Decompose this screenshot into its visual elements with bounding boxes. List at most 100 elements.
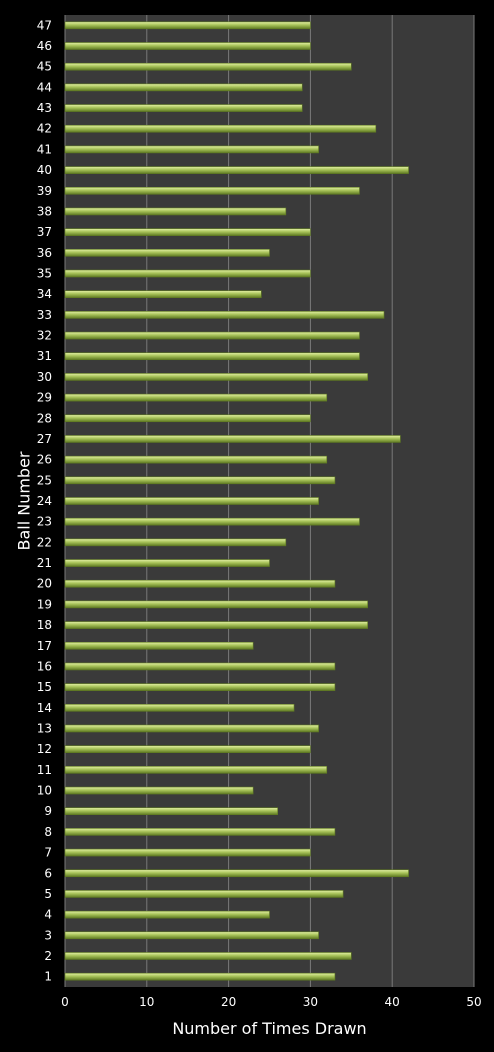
x-axis-title: Number of Times Drawn — [172, 1019, 366, 1038]
y-tick-label: 44 — [37, 80, 52, 94]
bar-ball-33 — [64, 311, 385, 319]
y-tick-label: 12 — [37, 742, 52, 756]
bar-ball-23 — [64, 517, 360, 526]
y-tick-label: 38 — [37, 204, 52, 218]
bar-ball-39 — [64, 186, 360, 195]
bar-ball-7 — [64, 848, 311, 857]
y-tick-label: 37 — [37, 225, 52, 239]
bar-ball-10 — [64, 786, 254, 795]
bar-ball-3 — [64, 931, 319, 940]
bar-ball-28 — [64, 414, 311, 423]
bar-ball-41 — [64, 145, 319, 154]
bar-ball-27 — [64, 435, 401, 443]
bar-ball-38 — [64, 207, 287, 216]
y-tick-label: 35 — [37, 267, 52, 281]
bar-ball-22 — [64, 538, 287, 547]
y-tick-label: 45 — [37, 60, 52, 74]
bar-ball-20 — [64, 579, 336, 588]
y-tick-label: 14 — [37, 701, 52, 715]
y-tick-label: 2 — [44, 949, 52, 963]
y-tick-label: 6 — [44, 866, 52, 880]
bar-ball-40 — [64, 166, 409, 174]
bar-ball-16 — [64, 662, 336, 671]
y-tick-label: 17 — [37, 639, 52, 653]
y-tick-label: 39 — [37, 184, 52, 198]
x-tick-label: 20 — [221, 995, 236, 1009]
bar-ball-45 — [64, 62, 352, 71]
y-tick-label: 27 — [37, 432, 52, 446]
bar-ball-8 — [64, 828, 336, 836]
bar-ball-44 — [64, 83, 303, 92]
bar-ball-26 — [64, 455, 328, 464]
y-tick-label: 22 — [37, 535, 52, 549]
y-tick-label: 34 — [37, 287, 52, 301]
x-tick-label: 10 — [139, 995, 154, 1009]
y-tick-label: 16 — [37, 659, 52, 673]
y-tick-label: 40 — [37, 163, 52, 177]
y-tick-label: 15 — [37, 680, 52, 694]
bar-ball-30 — [64, 373, 368, 381]
y-tick-label: 31 — [37, 349, 52, 363]
y-tick-label: 30 — [37, 370, 52, 384]
y-tick-label: 36 — [37, 246, 52, 260]
y-tick-label: 25 — [37, 473, 52, 487]
bar-ball-6 — [64, 869, 409, 878]
bar-ball-34 — [64, 290, 262, 298]
bar-ball-11 — [64, 766, 328, 774]
x-tick-label: 0 — [61, 995, 69, 1009]
y-tick-label: 41 — [37, 142, 52, 156]
y-tick-label: 28 — [37, 411, 52, 425]
bar-ball-29 — [64, 393, 328, 402]
y-tick-label: 29 — [37, 391, 52, 405]
x-tick-label: 40 — [385, 995, 400, 1009]
y-tick-label: 42 — [37, 122, 52, 136]
y-tick-label: 20 — [37, 577, 52, 591]
bar-ball-14 — [64, 704, 295, 712]
bar-ball-32 — [64, 331, 360, 340]
y-tick-label: 47 — [37, 18, 52, 32]
y-tick-label: 8 — [44, 825, 52, 839]
bars — [64, 21, 409, 981]
x-tick-label: 30 — [303, 995, 318, 1009]
y-tick-label: 24 — [37, 494, 52, 508]
bar-ball-19 — [64, 600, 368, 609]
bar-ball-35 — [64, 269, 311, 278]
bar-ball-18 — [64, 621, 368, 629]
y-tick-labels: 1234567891011121314151617181920212223242… — [37, 18, 52, 983]
x-tick-label: 50 — [466, 995, 481, 1009]
bar-ball-25 — [64, 476, 336, 485]
y-tick-label: 9 — [44, 804, 52, 818]
bar-ball-21 — [64, 559, 270, 567]
bar-ball-9 — [64, 807, 278, 816]
bar-ball-4 — [64, 910, 270, 919]
y-tick-label: 43 — [37, 101, 52, 115]
y-tick-label: 5 — [44, 887, 52, 901]
bar-ball-47 — [64, 21, 311, 30]
y-axis-title: Ball Number — [15, 451, 34, 550]
bar-ball-12 — [64, 745, 311, 753]
bar-ball-15 — [64, 683, 336, 691]
y-tick-label: 13 — [37, 721, 52, 735]
y-tick-label: 4 — [44, 908, 52, 922]
y-tick-label: 32 — [37, 329, 52, 343]
bar-ball-13 — [64, 724, 319, 733]
y-tick-label: 21 — [37, 556, 52, 570]
y-tick-label: 23 — [37, 515, 52, 529]
bar-ball-42 — [64, 124, 377, 133]
bar-ball-37 — [64, 228, 311, 236]
bar-ball-24 — [64, 497, 319, 505]
y-tick-label: 10 — [37, 784, 52, 798]
bar-ball-1 — [64, 972, 336, 981]
y-tick-label: 18 — [37, 618, 52, 632]
bar-ball-43 — [64, 104, 303, 112]
bar-ball-17 — [64, 641, 254, 650]
bar-ball-31 — [64, 352, 360, 361]
bar-ball-5 — [64, 890, 344, 898]
y-tick-label: 7 — [44, 846, 52, 860]
y-tick-label: 33 — [37, 308, 52, 322]
y-tick-label: 1 — [44, 970, 52, 984]
y-tick-label: 11 — [37, 763, 52, 777]
y-tick-label: 3 — [44, 928, 52, 942]
